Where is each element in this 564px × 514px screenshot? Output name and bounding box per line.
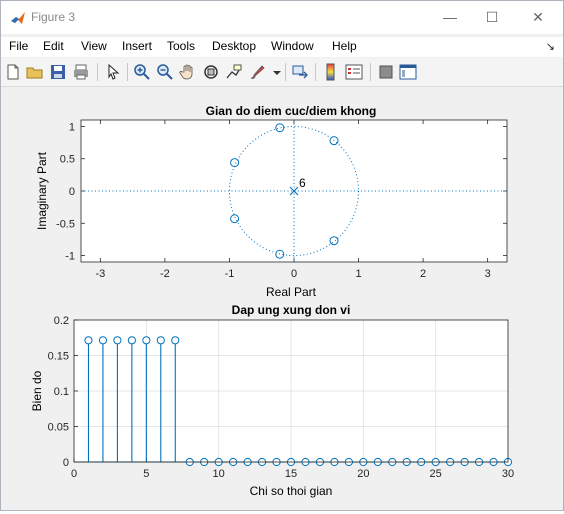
menu-view[interactable]: View	[81, 39, 107, 53]
menu-help[interactable]: Help	[332, 39, 357, 53]
x-tick-label: -2	[160, 268, 170, 280]
figure-toolbar	[1, 58, 563, 87]
menu-desktop[interactable]: Desktop	[212, 39, 257, 53]
x-tick-label: 30	[502, 468, 514, 480]
pole-marker	[289, 186, 299, 196]
print-icon[interactable]	[72, 63, 90, 81]
zero-marker	[230, 158, 240, 168]
impulse-response-xlabel: Chi so thoi gian	[250, 484, 333, 498]
stem-point	[171, 336, 180, 462]
x-tick-label: 3	[485, 268, 491, 280]
y-tick-label: -0.5	[56, 218, 75, 230]
matlab-logo-icon	[11, 12, 25, 24]
toolbar-separator	[127, 63, 128, 81]
x-tick-label: 0	[71, 468, 77, 480]
title-bar[interactable]: Figure 3 — ☐ ✕	[1, 1, 563, 34]
y-tick-label: 0.05	[48, 422, 69, 434]
stem-point	[127, 336, 136, 462]
open-file-icon[interactable]	[26, 63, 44, 81]
hide-plot-tools-icon[interactable]	[377, 63, 395, 81]
y-tick-label: 0.2	[54, 315, 69, 327]
y-tick-label: 0.15	[48, 351, 69, 363]
y-tick-label: 1	[69, 121, 75, 133]
figure-plots: Gian do diem cuc/diem khong Real Part Im…	[30, 104, 514, 498]
data-cursor-icon[interactable]	[225, 63, 243, 81]
zero-marker	[329, 136, 339, 146]
y-tick-label: -1	[65, 251, 75, 263]
figure-canvas: Gian do diem cuc/diem khong Real Part Im…	[1, 87, 563, 509]
x-tick-label: 15	[285, 468, 297, 480]
toolbar-separator	[285, 63, 286, 81]
save-icon[interactable]	[49, 63, 67, 81]
impulse-response-title: Dap ung xung don vi	[232, 303, 351, 317]
pole-zero-xlabel: Real Part	[266, 285, 317, 299]
y-tick-label: 0.5	[60, 154, 75, 166]
close-button[interactable]: ✕	[532, 9, 544, 25]
stem-point	[84, 336, 93, 462]
x-tick-label: 5	[143, 468, 149, 480]
impulse-response-axes-box	[73, 319, 509, 463]
y-tick-label: 0.1	[54, 386, 69, 398]
zero-marker	[275, 123, 285, 133]
zoom-out-icon[interactable]	[156, 63, 174, 81]
toolbar-separator	[97, 63, 98, 81]
menu-insert[interactable]: Insert	[122, 39, 153, 53]
stem-point	[98, 336, 108, 462]
new-figure-icon[interactable]	[4, 63, 22, 81]
link-plot-icon[interactable]	[291, 63, 309, 81]
x-tick-label: 10	[213, 468, 225, 480]
pole-zero-ylabel: Imaginary Part	[35, 151, 49, 230]
stem-point	[113, 336, 122, 462]
pole-zero-axes[interactable]: Gian do diem cuc/diem khong Real Part Im…	[35, 104, 508, 299]
show-plot-tools-icon[interactable]	[399, 63, 417, 81]
pan-icon[interactable]	[179, 63, 197, 81]
zero-marker	[329, 236, 339, 246]
maximize-button[interactable]: ☐	[485, 9, 499, 25]
x-tick-label: -1	[225, 268, 235, 280]
unit-circle	[228, 125, 360, 257]
y-tick-label: 0	[69, 186, 75, 198]
pole-multiplicity-label: 6	[299, 176, 306, 190]
legend-icon[interactable]	[345, 63, 363, 81]
menu-edit[interactable]: Edit	[43, 39, 64, 53]
window-title: Figure 3	[31, 10, 76, 24]
dock-arrow-icon[interactable]: ↘	[545, 41, 555, 53]
impulse-response-ylabel: Bien do	[30, 370, 44, 411]
pole-zero-title: Gian do diem cuc/diem khong	[206, 104, 377, 118]
x-tick-label: 20	[357, 468, 369, 480]
menu-tools[interactable]: Tools	[167, 39, 196, 53]
toolbar-separator	[370, 63, 371, 81]
x-tick-label: 0	[291, 268, 297, 280]
rotate-3d-icon[interactable]	[202, 63, 220, 81]
stem-point	[156, 336, 165, 462]
x-tick-label: -3	[95, 268, 105, 280]
impulse-response-axes[interactable]: Dap ung xung don vi Chi so thoi gian Bie…	[30, 303, 514, 498]
menu-bar: File Edit View Insert Tools Desktop Wind…	[1, 37, 563, 57]
zero-marker	[275, 249, 285, 259]
zoom-in-icon[interactable]	[133, 63, 151, 81]
colorbar-icon[interactable]	[322, 63, 340, 81]
menu-file[interactable]: File	[9, 39, 29, 53]
toolbar-separator	[315, 63, 316, 81]
minimize-button[interactable]: —	[443, 9, 457, 25]
x-tick-label: 1	[355, 268, 361, 280]
stem-point	[142, 336, 151, 462]
menu-window[interactable]: Window	[271, 39, 314, 53]
pole-zero-axes-box	[80, 119, 508, 263]
brush-icon[interactable]	[248, 63, 266, 81]
pointer-icon[interactable]	[104, 63, 122, 81]
x-tick-label: 2	[420, 268, 426, 280]
zero-marker	[230, 214, 240, 224]
y-tick-label: 0	[63, 457, 69, 469]
brush-dropdown-icon[interactable]	[268, 63, 286, 81]
x-tick-label: 25	[430, 468, 442, 480]
